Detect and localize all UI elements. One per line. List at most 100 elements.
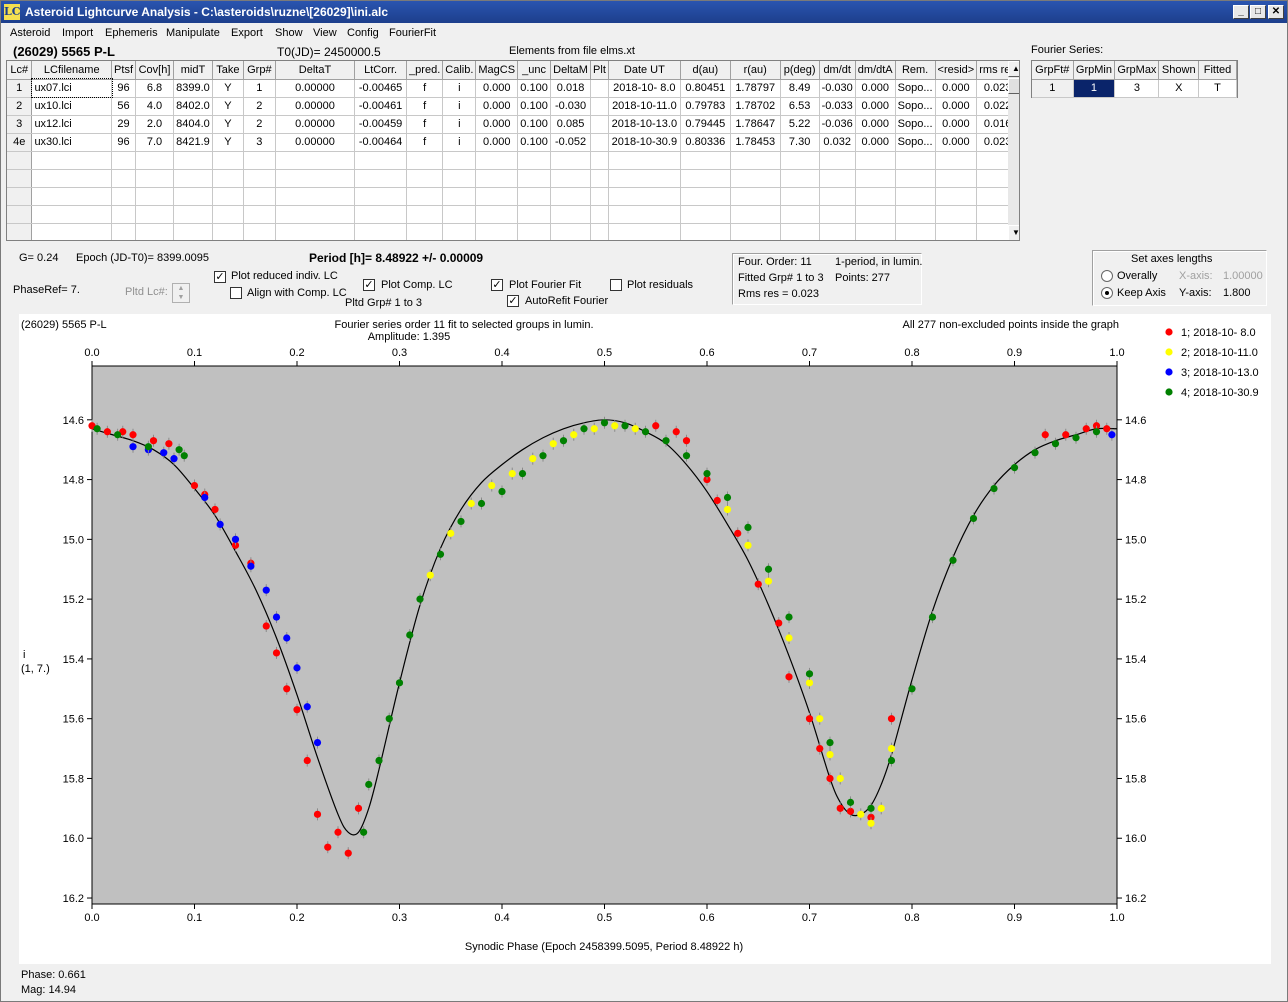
col-header[interactable]: dm/dt <box>819 61 856 80</box>
menu-import[interactable]: Import <box>62 27 94 39</box>
overally-radio[interactable] <box>1101 270 1113 282</box>
table-cell[interactable]: -0.030 <box>819 79 856 98</box>
table-cell[interactable] <box>212 151 244 170</box>
table-cell[interactable]: 1.78797 <box>730 79 781 98</box>
table-cell[interactable] <box>31 187 113 206</box>
table-cell[interactable] <box>111 205 136 224</box>
table-cell[interactable] <box>442 187 477 206</box>
table-cell[interactable]: 8.49 <box>780 79 820 98</box>
table-cell[interactable] <box>590 79 609 98</box>
table-cell[interactable]: 2018-10-13.0 <box>608 115 681 134</box>
table-cell[interactable]: 2 <box>243 115 276 134</box>
table-cell[interactable] <box>550 223 592 240</box>
table-cell[interactable] <box>135 205 174 224</box>
table-cell[interactable]: 0.032 <box>819 133 856 152</box>
table-cell[interactable] <box>935 151 978 170</box>
autorefit-checkbox[interactable]: ✓ <box>507 295 519 307</box>
table-cell[interactable]: 1.78702 <box>730 97 781 116</box>
col-header[interactable]: Grp# <box>243 61 276 80</box>
table-cell[interactable] <box>354 151 408 170</box>
scroll-up-icon[interactable]: ▲ <box>1008 61 1019 77</box>
table-cell[interactable] <box>243 187 276 206</box>
row-header[interactable]: 3 <box>7 115 33 134</box>
table-cell[interactable] <box>608 151 681 170</box>
table-cell[interactable]: ux07.lci <box>30 78 113 98</box>
table-cell[interactable]: -0.00465 <box>354 79 408 98</box>
table-cell[interactable] <box>406 151 444 170</box>
table-cell[interactable]: 0.79783 <box>680 97 731 116</box>
table-cell[interactable] <box>135 223 174 240</box>
table-cell[interactable] <box>31 151 113 170</box>
table-cell[interactable] <box>855 169 896 188</box>
table-cell[interactable]: 0.000 <box>935 97 978 116</box>
scroll-down-icon[interactable]: ▼ <box>1008 225 1019 240</box>
table-cell[interactable] <box>895 187 936 206</box>
table-cell[interactable]: 0.000 <box>855 79 896 98</box>
table-cell[interactable]: 2.0 <box>135 115 174 134</box>
table-cell[interactable] <box>550 205 592 224</box>
menu-export[interactable]: Export <box>231 27 263 39</box>
table-cell[interactable]: Y <box>212 115 244 134</box>
table-cell[interactable]: 8421.9 <box>173 133 213 152</box>
menu-asteroid[interactable]: Asteroid <box>10 27 51 39</box>
table-cell[interactable] <box>819 151 856 170</box>
table-cell[interactable]: 0.100 <box>517 115 552 134</box>
lightcurve-plot[interactable]: 0.0 0.0 0.1 0.1 0.2 0.2 0.3 0.3 0.4 0.4 0.5 0.5 0.6 0… <box>19 314 1271 964</box>
table-cell[interactable]: 56 <box>111 97 136 116</box>
yaxis-value[interactable]: 1.800 <box>1223 287 1251 299</box>
table-cell[interactable] <box>590 205 609 224</box>
table-cell[interactable]: -0.00464 <box>354 133 408 152</box>
table-cell[interactable] <box>135 169 174 188</box>
col-header[interactable]: Cov[h] <box>135 61 174 80</box>
table-cell[interactable] <box>135 151 174 170</box>
table-cell[interactable]: 2018-10-30.9 <box>608 133 681 152</box>
table-cell[interactable]: 0.100 <box>517 133 552 152</box>
lightcurve-chart[interactable]: 0.0 0.0 0.1 0.1 0.2 0.2 0.3 0.3 0.4 0.4 0.5 0.5 0.6 0… <box>19 314 1271 964</box>
table-cell[interactable] <box>590 187 609 206</box>
table-cell[interactable] <box>354 169 408 188</box>
table-cell[interactable] <box>780 151 820 170</box>
table-cell[interactable] <box>608 187 681 206</box>
table-cell[interactable]: -0.036 <box>819 115 856 134</box>
table-cell[interactable] <box>855 151 896 170</box>
row-header[interactable] <box>7 205 33 224</box>
table-cell[interactable] <box>590 97 609 116</box>
table-cell[interactable] <box>212 223 244 240</box>
table-cell[interactable] <box>475 187 519 206</box>
table-cell[interactable] <box>111 223 136 240</box>
table-cell[interactable] <box>819 205 856 224</box>
col-header[interactable]: Date UT <box>608 61 681 80</box>
table-cell[interactable] <box>855 187 896 206</box>
col-header[interactable]: Calib. <box>442 61 477 80</box>
menu-manipulate[interactable]: Manipulate <box>166 27 220 39</box>
fourier-col-grpmax[interactable]: GrpMax <box>1114 61 1160 80</box>
table-row[interactable] <box>7 205 1019 224</box>
col-header[interactable]: _pred. <box>406 61 444 80</box>
xaxis-value[interactable]: 1.00000 <box>1223 270 1263 282</box>
row-header[interactable] <box>7 223 33 240</box>
table-cell[interactable]: 0.00000 <box>275 97 356 116</box>
table-cell[interactable] <box>550 151 592 170</box>
table-cell[interactable]: -0.033 <box>819 97 856 116</box>
table-cell[interactable] <box>173 205 213 224</box>
table-cell[interactable]: 96 <box>111 133 136 152</box>
table-cell[interactable] <box>111 169 136 188</box>
table-cell[interactable]: i <box>442 115 477 134</box>
table-cell[interactable] <box>243 205 276 224</box>
table-cell[interactable]: 0.80451 <box>680 79 731 98</box>
table-cell[interactable]: -0.00459 <box>354 115 408 134</box>
table-cell[interactable] <box>895 169 936 188</box>
row-header[interactable] <box>7 151 33 170</box>
table-cell[interactable] <box>442 151 477 170</box>
table-cell[interactable] <box>517 151 552 170</box>
table-row[interactable]: 2 ux10.lci 56 4.0 8402.0 Y 2 0.00000 -0.00461 f i 0… <box>7 97 1019 116</box>
table-cell[interactable] <box>608 223 681 240</box>
table-cell[interactable]: f <box>406 97 444 116</box>
menu-show[interactable]: Show <box>275 27 303 39</box>
table-cell[interactable] <box>590 169 609 188</box>
table-cell[interactable]: 0.000 <box>935 133 978 152</box>
table-cell[interactable] <box>173 151 213 170</box>
table-cell[interactable] <box>275 187 356 206</box>
table-cell[interactable] <box>475 151 519 170</box>
table-cell[interactable]: 1.78647 <box>730 115 781 134</box>
